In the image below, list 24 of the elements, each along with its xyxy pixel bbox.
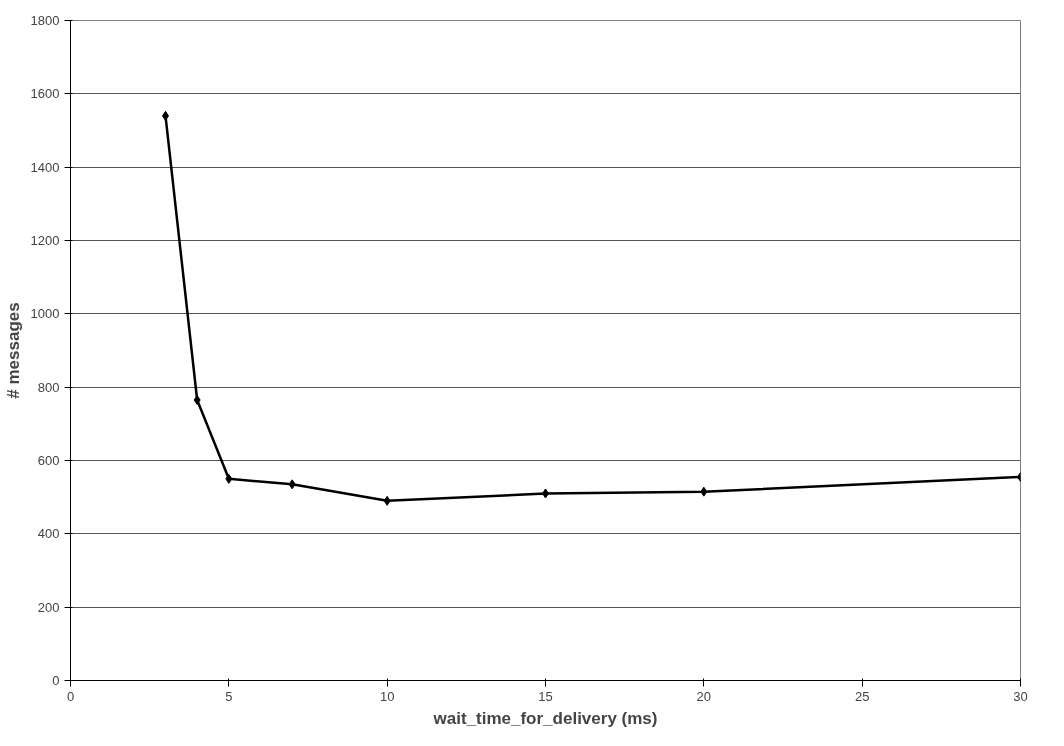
y-tick-label: 800 [37, 379, 60, 395]
x-tick-label: 10 [379, 688, 395, 704]
y-tick-label: 1400 [30, 159, 60, 175]
point [288, 479, 296, 490]
point [700, 486, 708, 497]
point [225, 473, 233, 484]
x-tick-label: 0 [66, 688, 75, 704]
x-tick-label: 25 [854, 688, 870, 704]
y-tick-label: 600 [37, 453, 60, 468]
point [193, 395, 201, 405]
x-tick-label: 15 [538, 688, 553, 704]
y-tick-label: 1600 [30, 86, 60, 102]
x-tick-label: 20 [696, 688, 712, 704]
y-tick-label: 0 [52, 673, 60, 688]
y-axis-title: # messages [3, 302, 23, 399]
y-tick-label: 1200 [30, 233, 60, 248]
y-tick-label: 1000 [30, 306, 60, 322]
y-tick-label: 1800 [30, 13, 60, 28]
x-tick-label: 5 [225, 688, 233, 704]
x-axis-title: wait_time_for_delivery (ms) [432, 708, 658, 728]
y-tick-label: 200 [37, 599, 60, 615]
x-tick-label: 30 [1013, 688, 1028, 704]
point [383, 495, 391, 506]
y-tick-label: 400 [37, 526, 60, 542]
